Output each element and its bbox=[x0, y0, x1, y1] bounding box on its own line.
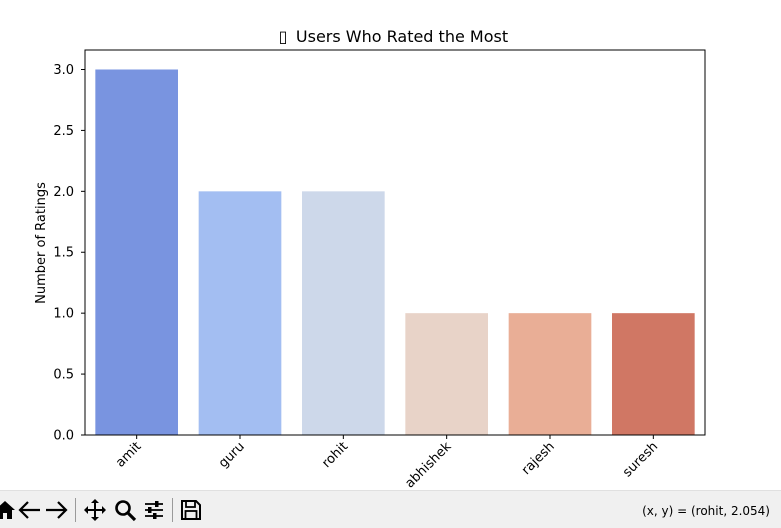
toolbar-separator bbox=[75, 498, 76, 522]
chart-title-group: ▯ Users Who Rated the Most bbox=[279, 27, 509, 46]
pan-button[interactable] bbox=[82, 497, 108, 523]
navigation-toolbar: (x, y) = (rohit, 2.054) bbox=[0, 490, 781, 528]
toolbar-separator bbox=[172, 498, 173, 522]
chart-title: Users Who Rated the Most bbox=[296, 27, 508, 46]
forward-button[interactable] bbox=[43, 497, 69, 523]
y-tick-label: 0.5 bbox=[53, 368, 74, 383]
axes-frame bbox=[84, 49, 706, 436]
zoom-icon bbox=[115, 500, 137, 522]
pan-icon bbox=[84, 499, 106, 521]
cursor-coordinates: (x, y) = (rohit, 2.054) bbox=[642, 504, 770, 518]
y-tick-label: 3.0 bbox=[53, 63, 74, 78]
y-tick-label: 1.5 bbox=[53, 246, 74, 261]
bar bbox=[405, 313, 488, 435]
bar bbox=[612, 313, 695, 435]
save-button[interactable] bbox=[178, 497, 204, 523]
forward-arrow-icon bbox=[46, 501, 68, 519]
save-icon bbox=[181, 500, 201, 520]
zoom-button[interactable] bbox=[112, 497, 138, 523]
x-tick-label: rajesh bbox=[519, 439, 558, 478]
y-tick-label: 2.5 bbox=[53, 124, 74, 139]
y-tick-label: 2.0 bbox=[53, 185, 74, 200]
y-tick-label: 1.0 bbox=[53, 307, 74, 322]
chart-figure: ▯ Users Who Rated the Most 0.0 0.5 1.0 1.5 2… bbox=[34, 27, 706, 490]
home-button[interactable] bbox=[0, 497, 18, 523]
x-tick-label: abhishek bbox=[402, 439, 454, 490]
back-arrow-icon bbox=[18, 501, 40, 519]
bar bbox=[95, 69, 178, 436]
x-tick-label: guru bbox=[216, 439, 248, 471]
back-button[interactable] bbox=[17, 497, 43, 523]
y-tick-label: 0.0 bbox=[53, 429, 74, 444]
bar bbox=[508, 313, 592, 435]
home-icon bbox=[0, 501, 15, 519]
x-tick-label: suresh bbox=[620, 439, 661, 480]
configure-subplots-icon bbox=[145, 501, 163, 519]
y-axis-label: Number of Ratings bbox=[34, 182, 49, 304]
x-tick-label: rohit bbox=[319, 439, 351, 471]
bar bbox=[198, 191, 282, 435]
plot-area: 0.0 0.5 1.0 1.5 2.0 2.5 3.0 amit guru rohit abhish… bbox=[53, 49, 706, 490]
title-glyph: ▯ bbox=[279, 27, 288, 46]
configure-subplots-button[interactable] bbox=[141, 497, 167, 523]
bar bbox=[302, 191, 385, 435]
x-tick-label: amit bbox=[113, 439, 144, 470]
